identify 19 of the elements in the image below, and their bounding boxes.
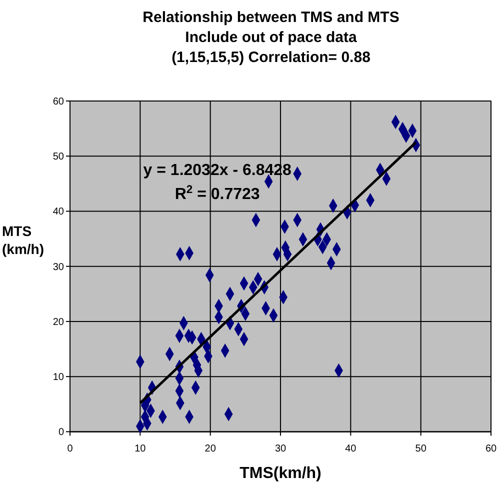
y-tick-label: 50 (52, 152, 64, 163)
x-tick-label: 40 (345, 444, 357, 455)
x-tick-label: 20 (204, 444, 216, 455)
x-tick-label: 10 (134, 444, 146, 455)
x-axis-title: TMS(km/h) (240, 465, 322, 482)
chart-subtitle: Include out of pace data (1,15,15,5) Correlation= 0.88 (172, 29, 370, 66)
x-tick-label: 0 (67, 444, 74, 455)
y-tick-label: 20 (52, 316, 64, 328)
x-tick-label: 30 (274, 444, 286, 455)
annotation: R$^{2}$ = 0.7723 (174, 184, 260, 204)
y-tick-label: 40 (52, 206, 64, 218)
y-tick-label: 10 (52, 372, 64, 384)
y-tick-label: 60 (52, 96, 64, 108)
chart-title: Relationship between TMS and MTS (142, 9, 400, 26)
y-axis-title: MTS (km/h) (2, 223, 44, 257)
y-tick-label: 0 (58, 427, 64, 438)
x-tick-label: 50 (415, 444, 427, 455)
y-tick-label: 30 (52, 262, 64, 273)
x-tick-label: 60 (485, 444, 497, 455)
